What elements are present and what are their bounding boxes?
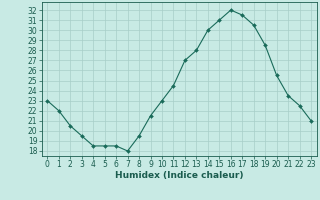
X-axis label: Humidex (Indice chaleur): Humidex (Indice chaleur)	[115, 171, 244, 180]
